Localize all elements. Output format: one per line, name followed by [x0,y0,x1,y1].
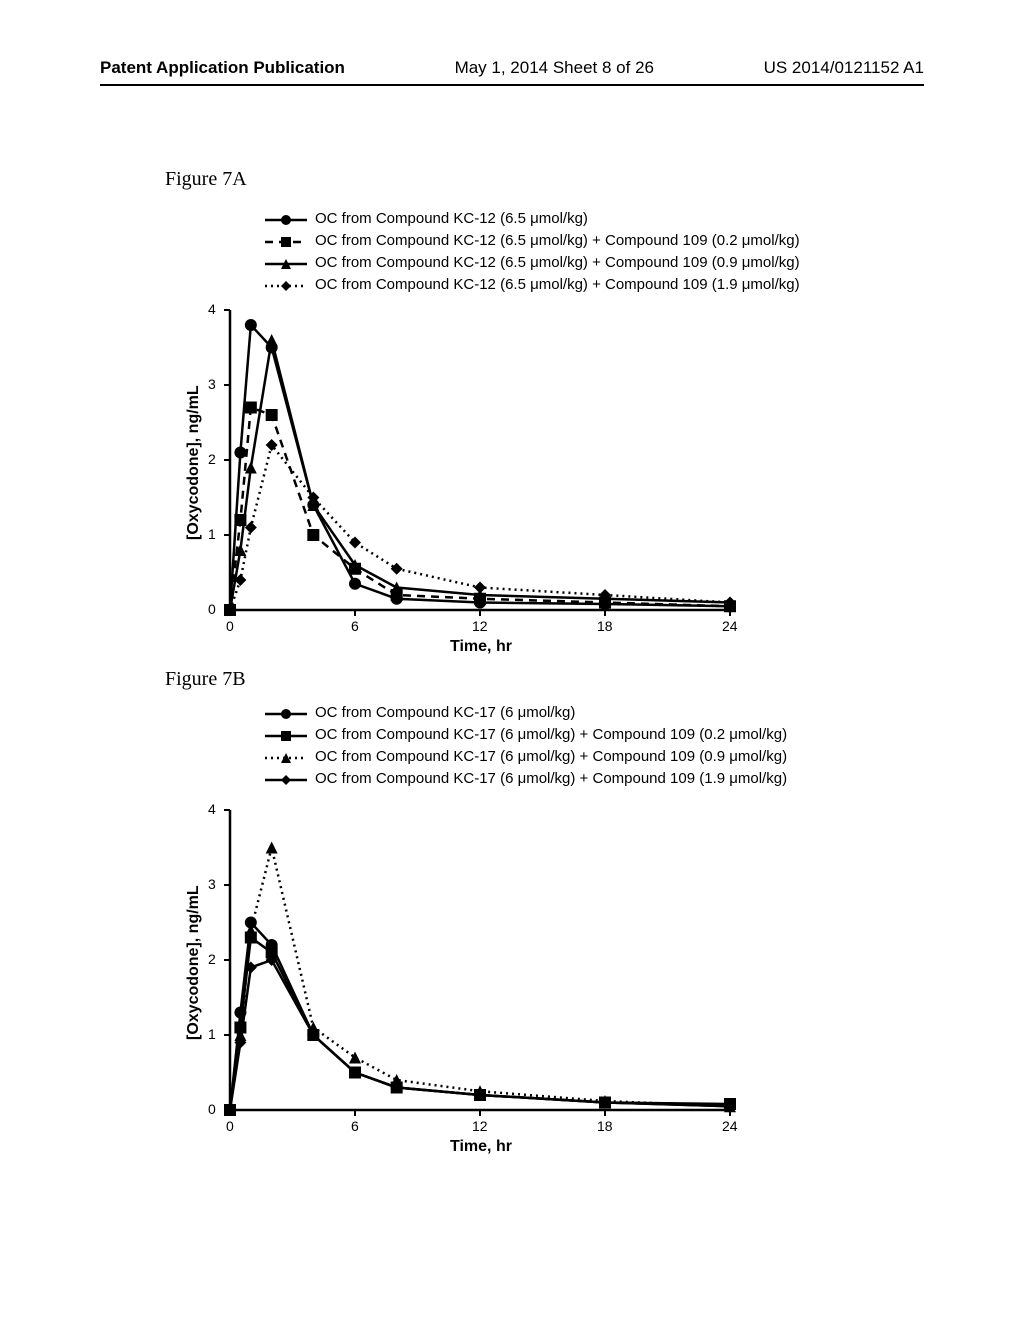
x-tick-label: 6 [351,1118,359,1134]
y-axis-label: [Oxycodone], ng/mL [185,885,203,1040]
legend-swatch-icon [265,750,307,764]
figure-7b-legend: OC from Compound KC-17 (6 μmol/kg) OC fr… [265,702,787,790]
x-tick-label: 18 [597,1118,613,1134]
y-tick-label: 2 [208,451,216,467]
y-tick-label: 2 [208,951,216,967]
legend-item: OC from Compound KC-17 (6 μmol/kg) [265,702,787,724]
y-tick-label: 1 [208,1026,216,1042]
figure-7b-chart: 0123406121824[Oxycodone], ng/mLTime, hr [160,800,740,1165]
legend-item: OC from Compound KC-12 (6.5 μmol/kg) + C… [265,274,800,296]
y-tick-label: 4 [208,801,216,817]
x-tick-label: 0 [226,618,234,634]
legend-label: OC from Compound KC-12 (6.5 μmol/kg) + C… [315,252,800,275]
figure-7a-chart: 0123406121824[Oxycodone], ng/mLTime, hr [160,300,740,665]
legend-swatch-icon [265,278,307,292]
legend-item: OC from Compound KC-17 (6 μmol/kg) + Com… [265,724,787,746]
legend-item: OC from Compound KC-12 (6.5 μmol/kg) + C… [265,252,800,274]
x-tick-label: 6 [351,618,359,634]
legend-label: OC from Compound KC-12 (6.5 μmol/kg) [315,208,588,231]
figure-7a-legend: OC from Compound KC-12 (6.5 μmol/kg) OC … [265,208,800,296]
legend-item: OC from Compound KC-17 (6 μmol/kg) + Com… [265,768,787,790]
legend-swatch-icon [265,728,307,742]
x-tick-label: 12 [472,618,488,634]
legend-swatch-icon [265,772,307,786]
page-header: Patent Application Publication May 1, 20… [0,58,1024,78]
x-tick-label: 0 [226,1118,234,1134]
figure-7b-label: Figure 7B [165,668,246,691]
figure-7a-label: Figure 7A [165,168,247,191]
legend-swatch-icon [265,256,307,270]
y-tick-label: 1 [208,526,216,542]
x-axis-label: Time, hr [450,1138,512,1156]
x-tick-label: 24 [722,618,738,634]
x-axis-label: Time, hr [450,638,512,656]
y-tick-label: 4 [208,301,216,317]
y-tick-label: 0 [208,1101,216,1117]
header-right: US 2014/0121152 A1 [764,58,924,78]
chart-svg [160,300,740,660]
y-tick-label: 3 [208,376,216,392]
x-tick-label: 12 [472,1118,488,1134]
y-tick-label: 3 [208,876,216,892]
legend-label: OC from Compound KC-17 (6 μmol/kg) + Com… [315,768,787,791]
y-tick-label: 0 [208,601,216,617]
header-center: May 1, 2014 Sheet 8 of 26 [455,58,654,78]
header-left: Patent Application Publication [100,58,345,78]
chart-svg [160,800,740,1160]
legend-item: OC from Compound KC-12 (6.5 μmol/kg) + C… [265,230,800,252]
legend-swatch-icon [265,706,307,720]
legend-label: OC from Compound KC-17 (6 μmol/kg) [315,702,575,725]
legend-label: OC from Compound KC-17 (6 μmol/kg) + Com… [315,746,787,769]
legend-label: OC from Compound KC-12 (6.5 μmol/kg) + C… [315,274,800,297]
x-tick-label: 18 [597,618,613,634]
y-axis-label: [Oxycodone], ng/mL [185,385,203,540]
header-rule [100,84,924,86]
x-tick-label: 24 [722,1118,738,1134]
legend-label: OC from Compound KC-12 (6.5 μmol/kg) + C… [315,230,800,253]
legend-swatch-icon [265,212,307,226]
legend-item: OC from Compound KC-17 (6 μmol/kg) + Com… [265,746,787,768]
legend-item: OC from Compound KC-12 (6.5 μmol/kg) [265,208,800,230]
legend-label: OC from Compound KC-17 (6 μmol/kg) + Com… [315,724,787,747]
legend-swatch-icon [265,234,307,248]
